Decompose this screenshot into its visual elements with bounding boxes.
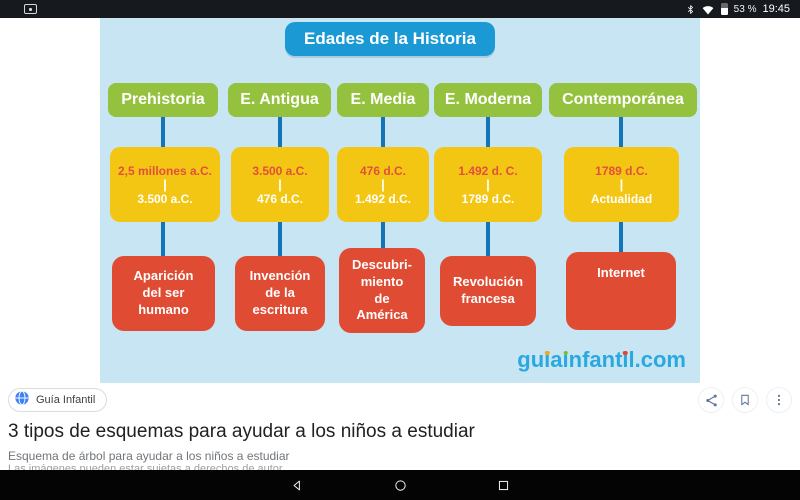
home-button[interactable] — [392, 477, 409, 494]
recents-icon — [498, 480, 508, 490]
connector-line — [486, 222, 490, 256]
wifi-icon — [701, 4, 715, 15]
recents-button[interactable] — [495, 477, 512, 494]
connector-line — [619, 222, 623, 252]
period-box-antigua: 3.500 a.C. | 476 d.C. — [231, 147, 329, 222]
period-box-prehistoria: 2,5 millones a.C. | 3.500 a.C. — [110, 147, 220, 222]
period-end: 1.492 d.C. — [354, 191, 412, 206]
bluetooth-icon — [686, 3, 695, 16]
bookmark-icon — [741, 394, 749, 406]
brand-logo: guı aı nfantı l.com — [517, 347, 686, 372]
bookmark-button[interactable] — [732, 387, 758, 413]
share-button[interactable] — [698, 387, 724, 413]
battery-icon — [720, 3, 728, 15]
age-box-media: E. Media — [337, 83, 429, 117]
period-end: 3.500 a.C. — [137, 191, 193, 206]
globe-icon — [14, 390, 30, 411]
battery-percent-label: 53 % — [733, 3, 757, 15]
period-box-moderna: 1.492 d. C. | 1789 d.C. — [434, 147, 542, 222]
age-box-contemporanea: Contemporánea — [549, 83, 697, 117]
diagram-title: Edades de la Historia — [285, 22, 495, 56]
result-subtitle: Esquema de árbol para ayudar a los niños… — [8, 449, 290, 463]
age-box-antigua: E. Antigua — [228, 83, 331, 117]
period-separator: | — [486, 176, 490, 192]
event-box-media: Descubri- miento de América — [339, 248, 425, 333]
period-box-contemporanea: 1789 d.C. | Actualidad — [564, 147, 679, 222]
period-box-media: 476 d.C. | 1.492 d.C. — [337, 147, 429, 222]
notification-icon — [24, 4, 37, 14]
source-label: Guía Infantil — [36, 394, 96, 406]
connector-line — [278, 117, 282, 147]
period-start: 2,5 millones a.C. — [117, 163, 213, 178]
event-box-moderna: Revolución francesa — [440, 256, 536, 326]
period-separator: | — [619, 176, 624, 192]
connector-line — [486, 117, 490, 147]
period-end: Actualidad — [590, 191, 653, 206]
back-icon — [293, 480, 300, 490]
more-vert-icon — [777, 394, 781, 406]
age-box-prehistoria: Prehistoria — [108, 83, 218, 117]
period-separator: | — [381, 176, 385, 192]
period-start: 1789 d.C. — [595, 163, 648, 178]
connector-line — [278, 222, 282, 256]
connector-line — [161, 117, 165, 147]
connector-line — [161, 222, 165, 256]
status-bar: 53 % 19:45 — [0, 0, 800, 18]
period-start: 1.492 d. C. — [458, 163, 518, 178]
source-chip[interactable]: Guía Infantil — [8, 388, 108, 412]
period-start: 3.500 a.C. — [252, 163, 308, 178]
connector-line — [381, 117, 385, 147]
connector-line — [381, 222, 385, 248]
period-separator: | — [163, 176, 167, 192]
back-button[interactable] — [289, 477, 306, 494]
connector-line — [619, 117, 623, 147]
android-nav-bar — [0, 470, 800, 500]
share-icon — [705, 394, 717, 406]
result-title[interactable]: 3 tipos de esquemas para ayudar a los ni… — [8, 421, 475, 442]
more-button[interactable] — [766, 387, 792, 413]
age-box-moderna: E. Moderna — [434, 83, 542, 117]
period-end: 1789 d.C. — [461, 191, 515, 206]
period-start: 476 d.C. — [359, 163, 407, 178]
event-box-prehistoria: Aparición del ser humano — [112, 256, 215, 331]
event-box-antigua: Invención de la escritura — [235, 256, 325, 331]
action-buttons — [698, 387, 792, 413]
period-separator: | — [278, 176, 282, 192]
period-end: 476 d.C. — [256, 191, 304, 206]
home-icon — [394, 479, 406, 491]
event-box-contemporanea: Internet — [566, 252, 676, 330]
clock: 19:45 — [762, 3, 790, 15]
diagram-image[interactable]: Edades de la Historia Prehistoria E. Ant… — [100, 18, 700, 383]
